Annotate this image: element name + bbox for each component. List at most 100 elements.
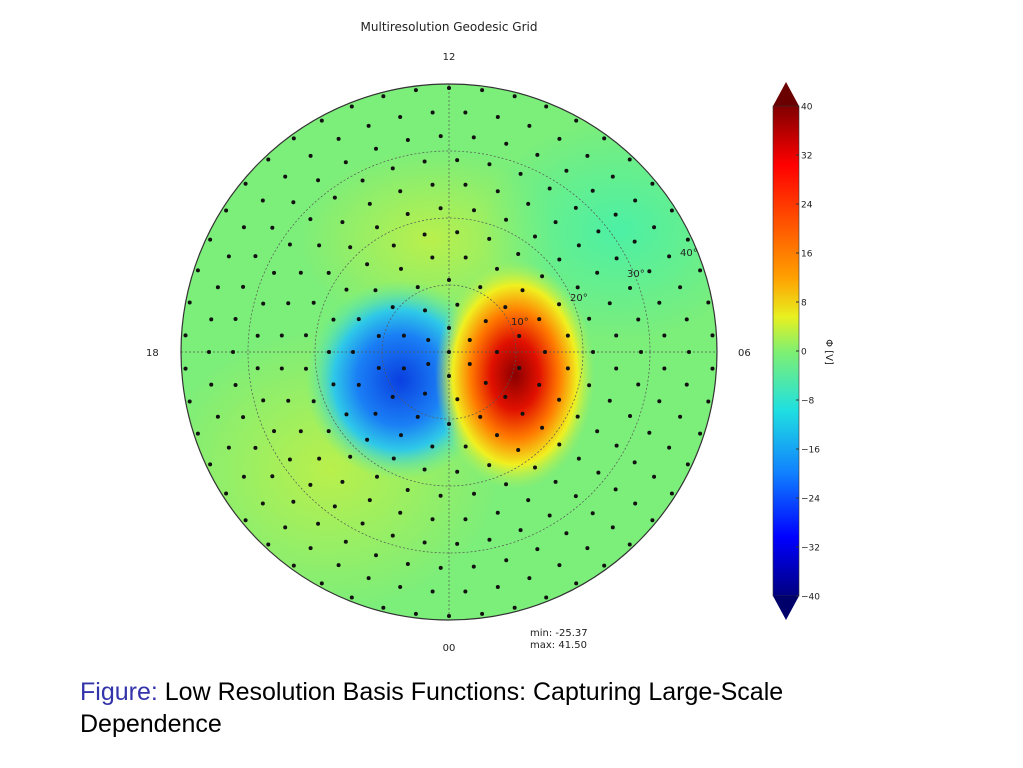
grid-point — [478, 414, 483, 419]
chart-title: Multiresolution Geodesic Grid — [361, 20, 538, 34]
grid-point — [344, 287, 349, 292]
grid-point — [356, 317, 361, 322]
grid-point — [495, 350, 499, 354]
grid-point — [669, 208, 674, 213]
grid-point — [495, 266, 499, 271]
grid-point — [463, 182, 468, 187]
grid-point — [390, 533, 395, 538]
grid-point — [650, 181, 655, 186]
grid-point — [438, 493, 443, 498]
grid-point — [319, 581, 324, 586]
grid-point — [215, 414, 220, 419]
grid-point — [687, 350, 691, 354]
grid-point — [650, 518, 655, 523]
grid-point — [516, 448, 521, 453]
grid-point — [537, 382, 542, 387]
grid-point — [516, 251, 521, 256]
grid-point — [495, 433, 499, 438]
grid-point — [471, 564, 476, 569]
grid-point — [286, 398, 291, 403]
grid-point — [632, 460, 637, 465]
grid-point — [405, 212, 410, 217]
grid-point — [308, 153, 313, 158]
grid-point — [447, 278, 451, 282]
grid-point — [373, 411, 378, 416]
grid-point — [495, 510, 500, 515]
grid-point — [326, 270, 331, 275]
grid-point — [291, 200, 296, 205]
grid-point — [607, 301, 612, 306]
grid-point — [187, 300, 192, 305]
grid-point — [527, 576, 532, 581]
grid-point — [669, 491, 674, 496]
grid-point — [349, 104, 354, 109]
grid-point — [480, 611, 485, 616]
grid-point — [375, 474, 379, 479]
grid-point — [595, 429, 600, 434]
grid-point — [512, 605, 517, 610]
grid-point — [710, 333, 715, 338]
grid-point — [678, 414, 683, 419]
grid-point — [557, 257, 562, 262]
grid-point — [590, 511, 595, 516]
grid-point — [632, 239, 637, 244]
grid-point — [547, 513, 552, 518]
grid-point — [520, 411, 525, 416]
grid-point — [413, 611, 418, 616]
grid-point — [332, 504, 337, 509]
grid-point — [455, 541, 460, 546]
grid-point — [503, 394, 508, 399]
grid-point — [373, 288, 378, 293]
grid-point — [415, 285, 420, 290]
grid-point — [627, 542, 632, 547]
grid-point — [365, 262, 370, 267]
grid-point — [183, 333, 188, 338]
grid-point — [504, 217, 509, 222]
colorbar-tick-label: −32 — [801, 544, 820, 554]
grid-point — [422, 467, 427, 472]
grid-point — [526, 498, 531, 503]
grid-point — [351, 350, 355, 354]
grid-point — [308, 217, 313, 222]
grid-point — [405, 137, 410, 142]
grid-point — [195, 431, 200, 436]
grid-point — [298, 270, 303, 275]
figure-caption: Figure: Low Resolution Basis Functions: … — [80, 676, 840, 740]
grid-point — [283, 174, 288, 179]
ring-label-10: 10° — [511, 317, 529, 328]
grid-point — [652, 225, 657, 230]
grid-point — [557, 397, 562, 402]
grid-point — [652, 474, 657, 479]
grid-point — [535, 547, 540, 552]
grid-point — [706, 300, 711, 305]
grid-point — [540, 425, 545, 430]
colorbar-tick-label: 16 — [801, 250, 813, 260]
grid-point — [426, 362, 431, 366]
grid-point — [195, 268, 200, 273]
grid-point — [430, 517, 435, 522]
grid-point — [253, 445, 258, 450]
grid-point — [532, 234, 537, 239]
grid-point — [526, 201, 531, 206]
grid-point — [316, 521, 321, 526]
grid-point — [241, 225, 246, 230]
grid-point — [591, 350, 595, 354]
grid-point — [698, 431, 703, 436]
grid-point — [349, 595, 354, 600]
grid-point — [317, 243, 322, 248]
ring-label-30: 30° — [627, 269, 645, 280]
grid-point — [187, 399, 192, 404]
grid-point — [564, 531, 569, 536]
grid-point — [463, 444, 468, 449]
colorbar-tick-label: −40 — [801, 593, 820, 603]
grid-point — [373, 553, 378, 558]
grid-point — [553, 220, 558, 225]
grid-point — [447, 350, 451, 354]
colorbar: 40 32 24 16 8 0 −8 −16 −24 −32 −40 Φ [V] — [772, 82, 834, 620]
grid-point — [438, 565, 443, 570]
grid-point — [544, 104, 549, 109]
grid-point — [685, 237, 690, 242]
grid-point — [447, 86, 451, 90]
grid-point — [587, 316, 592, 321]
